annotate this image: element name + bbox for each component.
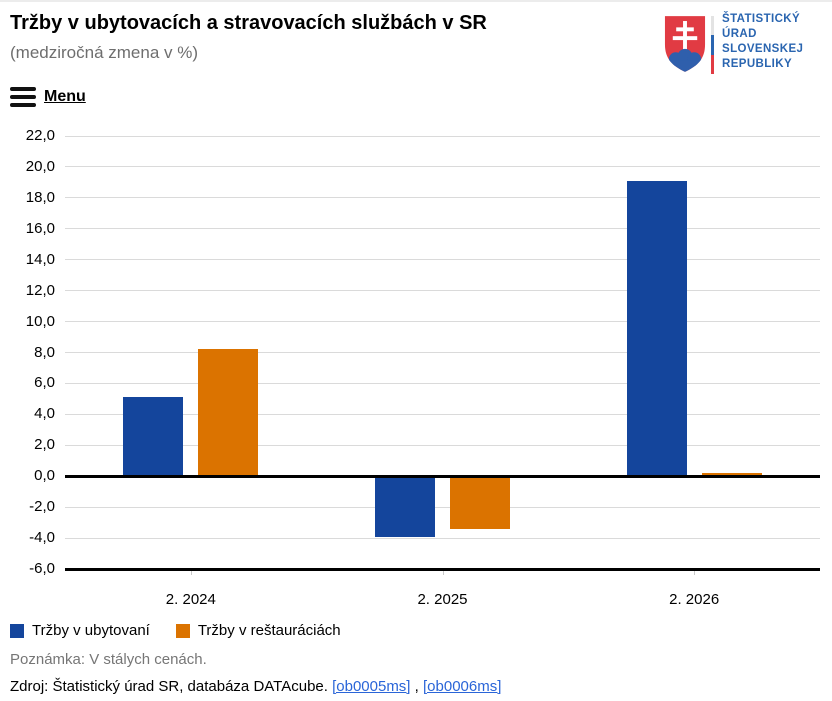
y-axis-label: 10,0: [25, 312, 55, 330]
bar-22026-series1: [626, 180, 687, 477]
bar-22025-series2: [450, 476, 510, 529]
source-line: Zdroj: Štatistický úrad SR, databáza DAT…: [10, 678, 501, 695]
gridline: [65, 166, 820, 168]
hamburger-menu-icon: [10, 87, 36, 107]
logo-line-4: REPUBLIKY: [722, 58, 793, 70]
x-axis-tick: [442, 569, 444, 575]
x-axis-line: [65, 567, 820, 571]
bar-22024-series1: [123, 397, 184, 477]
y-axis-label: -2,0: [29, 498, 55, 516]
gridline: [65, 382, 820, 384]
y-axis-label: 8,0: [34, 343, 55, 361]
gridline: [65, 537, 820, 539]
logo-org-name: ŠTATISTICKÝ ÚRAD SLOVENSKEJ REPUBLIKY: [722, 12, 803, 72]
source-link-separator: ,: [410, 678, 423, 695]
zero-line: [65, 474, 820, 478]
source-text: Zdroj: Štatistický úrad SR, databáza DAT…: [10, 678, 333, 695]
y-axis-label: 22,0: [25, 127, 55, 144]
y-axis-label: 12,0: [25, 281, 55, 299]
logo-line-2: ÚRAD: [722, 28, 757, 40]
y-axis-label: 16,0: [25, 219, 55, 237]
legend-swatch-blue: [10, 623, 24, 638]
x-axis-label: 2. 2024: [165, 591, 216, 608]
gridline: [65, 135, 820, 137]
y-axis-label: 6,0: [34, 374, 55, 392]
gridline: [65, 259, 820, 261]
gridline: [65, 197, 820, 199]
logo-line-3: SLOVENSKEJ: [722, 43, 804, 55]
gridline: [65, 321, 820, 323]
footnote: Poznámka: V stálych cenách.: [10, 651, 207, 668]
page-title: Tržby v ubytovacích a stravovacích služb…: [10, 12, 487, 34]
gridline: [65, 444, 820, 446]
statistical-office-logo: ŠTATISTICKÝ ÚRAD SLOVENSKEJ REPUBLIKY: [660, 11, 828, 77]
legend-swatch-orange: [175, 623, 190, 638]
y-axis-label: 0,0: [34, 467, 55, 485]
y-axis-label: 20,0: [25, 157, 55, 175]
x-axis-label: 2. 2025: [417, 591, 468, 608]
gridline: [65, 290, 820, 292]
chart-legend: Tržby v ubytovaní Tržby v reštauráciách: [10, 622, 341, 639]
x-axis-label: 2. 2026: [669, 591, 720, 608]
legend-label-restauracie: Tržby v reštauráciách: [197, 622, 341, 639]
y-axis-label: -4,0: [29, 529, 55, 547]
y-axis-label: 18,0: [25, 188, 55, 206]
y-axis-label: 4,0: [34, 405, 55, 423]
y-axis-label: 2,0: [34, 436, 55, 454]
bar-22025-series1: [375, 476, 435, 537]
bar-22026-series2: [701, 473, 762, 477]
gridline: [65, 413, 820, 415]
y-axis-label: -6,0: [29, 560, 55, 577]
menu-label: Menu: [44, 88, 86, 105]
legend-item-ubytovani[interactable]: Tržby v ubytovaní: [10, 622, 150, 639]
source-link-ob0006ms[interactable]: [ob0006ms]: [423, 678, 502, 695]
page-subtitle: (medziročná zmena v %): [10, 43, 199, 62]
gridline: [65, 352, 820, 353]
source-link-ob0005ms[interactable]: [ob0005ms]: [332, 678, 411, 695]
logo-tricolor-divider: [711, 16, 714, 74]
legend-label-ubytovani: Tržby v ubytovaní: [32, 622, 150, 639]
slovak-emblem-icon: [664, 16, 706, 72]
menu-button[interactable]: Menu: [8, 85, 88, 109]
gridline: [65, 228, 820, 230]
gridline: [65, 506, 820, 508]
x-axis-tick: [190, 569, 192, 575]
bar-22024-series2: [198, 349, 259, 477]
y-axis-label: 14,0: [25, 250, 55, 268]
logo-line-1: ŠTATISTICKÝ: [722, 13, 801, 25]
legend-item-restauracie[interactable]: Tržby v reštauráciách: [175, 622, 341, 639]
x-axis-tick: [694, 569, 696, 575]
